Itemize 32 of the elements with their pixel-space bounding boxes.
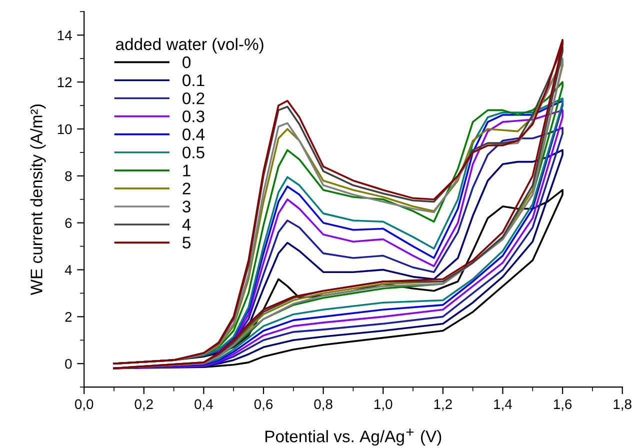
y-tick-label: 10 <box>58 124 72 134</box>
y-tick-label: 2 <box>65 312 72 322</box>
legend-label: 5 <box>182 236 190 249</box>
legend-label: 0.1 <box>182 74 204 86</box>
x-tick-label: 1,6 <box>554 399 572 411</box>
y-tick-label: 0 <box>65 358 72 369</box>
x-tick-label: 0,8 <box>314 399 332 411</box>
y-tick-label: 8 <box>65 171 72 182</box>
legend-label: 0 <box>182 56 191 68</box>
x-tick-label: 0,4 <box>194 399 213 411</box>
legend-label: 0.2 <box>182 92 204 104</box>
y-tick-label: 14 <box>58 30 72 40</box>
x-tick-label: 1,2 <box>434 399 452 411</box>
x-tick-label: 0,2 <box>134 399 153 411</box>
y-axis-title: WE current density (A/m²) <box>30 104 46 296</box>
x-axis-title: Potential vs. Ag/Ag$^{+}$ (V) <box>266 428 442 446</box>
legend-label: 4 <box>182 218 191 230</box>
legend-label: 0.4 <box>182 128 205 140</box>
legend-label: 0.5 <box>182 146 204 158</box>
y-tick-label: 6 <box>65 218 72 228</box>
x-tick-label: 1,4 <box>494 399 512 411</box>
legend-label: 3 <box>182 200 190 212</box>
x-tick-label: 1,0 <box>374 399 392 411</box>
x-tick-label: 0,0 <box>74 399 94 411</box>
legend-title: added water (vol-%) <box>116 38 264 54</box>
x-tick-label: 1,8 <box>614 399 632 411</box>
x-tick-label: 0,6 <box>254 399 273 411</box>
legend-label: 1 <box>183 164 190 176</box>
y-tick-label: 12 <box>58 77 72 88</box>
legend-label: 0.3 <box>182 110 204 122</box>
y-tick-label: 4 <box>64 265 72 275</box>
legend-label: 2 <box>182 182 190 194</box>
